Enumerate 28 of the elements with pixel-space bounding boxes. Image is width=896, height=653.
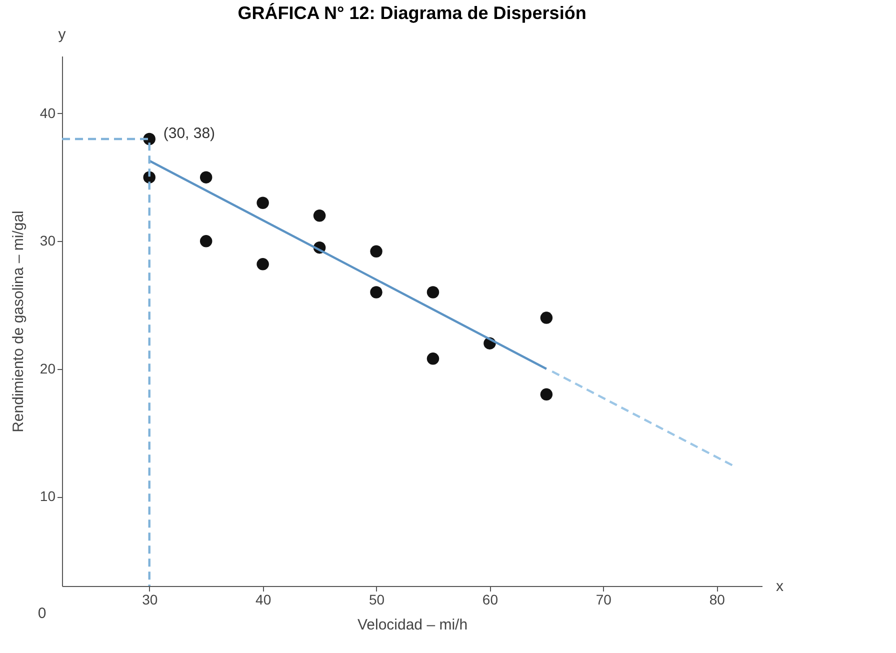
point bbox=[256, 258, 269, 270]
point bbox=[256, 196, 269, 209]
x-tick-label: 50 bbox=[368, 592, 385, 608]
x-axis-title: Velocidad – mi/h bbox=[357, 616, 468, 634]
text: 0 bbox=[38, 605, 46, 622]
y-tick-label: 20 bbox=[40, 360, 56, 376]
x-tick-label: 70 bbox=[596, 592, 612, 608]
y-tick-label: 10 bbox=[40, 488, 56, 504]
point bbox=[200, 171, 212, 184]
x-tick-label: 60 bbox=[482, 592, 498, 608]
y-tick-label: 30 bbox=[40, 232, 56, 249]
point bbox=[540, 388, 553, 401]
text: y bbox=[58, 26, 66, 43]
chart-title: GRÁFICA N° 12: Diagrama de Dispersión bbox=[238, 3, 586, 23]
point bbox=[426, 352, 440, 365]
x-tick-label: 40 bbox=[256, 592, 272, 608]
point bbox=[313, 210, 326, 222]
x-tick-label: 30 bbox=[142, 592, 158, 608]
point bbox=[200, 235, 212, 248]
x-tick-label: 80 bbox=[709, 592, 726, 608]
point bbox=[426, 286, 440, 298]
text: x bbox=[776, 578, 784, 595]
annotation: (30, 38) bbox=[163, 125, 216, 142]
y-axis-title: Rendimiento de gasolina – mi/gal bbox=[10, 210, 27, 432]
point bbox=[370, 286, 382, 298]
point bbox=[370, 245, 382, 258]
y-tick-label: 40 bbox=[40, 104, 56, 121]
point bbox=[540, 312, 553, 324]
